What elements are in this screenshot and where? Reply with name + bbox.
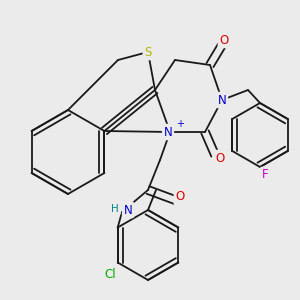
Text: H: H xyxy=(111,204,119,214)
Text: S: S xyxy=(144,46,152,59)
Text: O: O xyxy=(176,190,184,203)
Text: N: N xyxy=(218,94,226,106)
Text: O: O xyxy=(215,152,225,164)
Text: N: N xyxy=(124,203,132,217)
Text: Cl: Cl xyxy=(104,268,116,281)
Text: F: F xyxy=(262,169,268,182)
Text: +: + xyxy=(176,119,184,129)
Text: N: N xyxy=(164,125,172,139)
Text: O: O xyxy=(219,34,229,46)
